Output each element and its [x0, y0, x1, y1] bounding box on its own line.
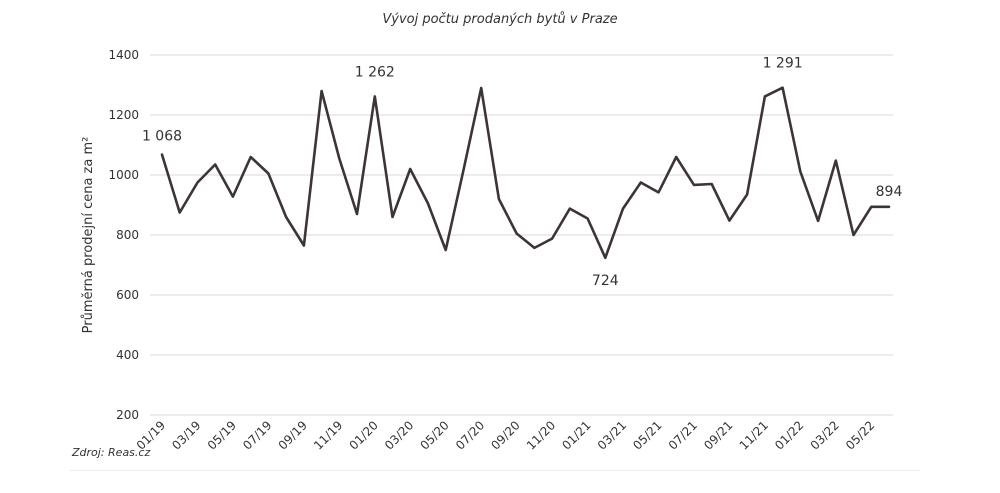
data-label: 1 068	[142, 129, 182, 145]
y-tick-label: 200	[116, 408, 139, 422]
x-tick-labels: 01/19 03/19 05/19 07/19 09/19 11/19 01/20 03/20…	[134, 418, 878, 452]
y-tick-label: 400	[116, 348, 139, 362]
gridlines	[150, 54, 893, 416]
y-tick-label: 1000	[108, 168, 139, 182]
x-tick-label: 03/20	[382, 418, 416, 452]
x-tick-label: 01/20	[347, 418, 381, 452]
x-tick-label: 03/21	[595, 418, 629, 452]
y-tick-label: 1200	[108, 108, 139, 122]
x-tick-label: 11/19	[311, 418, 345, 452]
series-line	[160, 86, 891, 260]
x-tick-label: 05/19	[205, 418, 239, 452]
x-tick-label: 05/22	[843, 418, 877, 452]
data-labels: 1 068 1 262 724 1 291 894	[142, 56, 902, 289]
x-tick-label: 07/21	[666, 418, 700, 452]
y-tick-label: 1400	[108, 48, 139, 62]
x-tick-label: 05/21	[630, 418, 664, 452]
x-tick-label: 01/21	[559, 418, 593, 452]
x-tick-label: 09/21	[701, 418, 735, 452]
y-tick-labels: 200 400 600 800 1000 1200 1400	[108, 48, 139, 422]
data-label: 724	[592, 273, 619, 289]
y-axis-label: Průměrná prodejní cena za m²	[81, 137, 96, 334]
y-tick-label: 600	[116, 288, 139, 302]
data-label: 1 291	[763, 56, 803, 72]
x-tick-label: 01/22	[772, 418, 806, 452]
x-tick-label: 07/19	[240, 418, 274, 452]
x-tick-label: 09/20	[488, 418, 522, 452]
data-label: 894	[876, 184, 903, 200]
x-tick-label: 11/21	[737, 418, 771, 452]
x-tick-label: 03/19	[169, 418, 203, 452]
footer-divider	[70, 470, 920, 471]
data-label: 1 262	[355, 64, 395, 80]
source-note: Zdroj: Reas.cz	[72, 446, 151, 459]
y-tick-label: 800	[116, 228, 139, 242]
x-tick-label: 07/20	[453, 418, 487, 452]
x-tick-label: 11/20	[524, 418, 558, 452]
x-tick-label: 09/19	[276, 418, 310, 452]
x-tick-label: 05/20	[417, 418, 451, 452]
chart-title: Vývoj počtu prodaných bytů v Praze	[382, 12, 618, 27]
x-tick-label: 03/22	[808, 418, 842, 452]
